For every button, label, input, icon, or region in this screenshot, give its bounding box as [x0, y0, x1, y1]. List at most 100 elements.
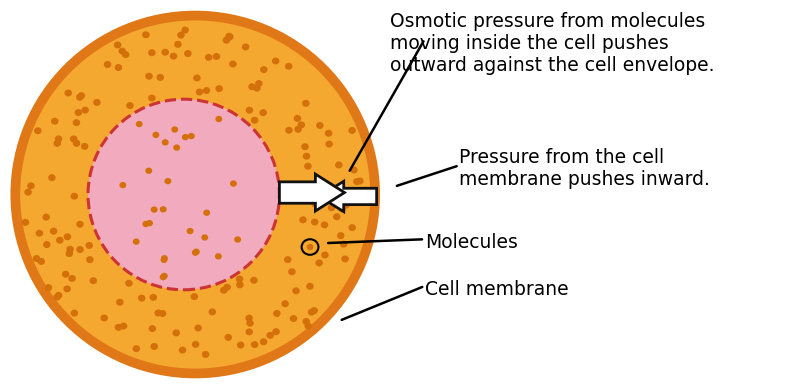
Ellipse shape	[15, 16, 375, 373]
Ellipse shape	[160, 311, 166, 316]
Ellipse shape	[197, 89, 202, 95]
Ellipse shape	[55, 136, 62, 142]
Ellipse shape	[254, 85, 260, 91]
Ellipse shape	[171, 53, 177, 59]
Ellipse shape	[126, 280, 132, 286]
Ellipse shape	[75, 110, 81, 116]
Text: Molecules: Molecules	[425, 233, 517, 252]
Ellipse shape	[155, 310, 161, 316]
Ellipse shape	[340, 241, 347, 247]
Ellipse shape	[352, 197, 359, 202]
Ellipse shape	[67, 247, 73, 252]
Ellipse shape	[81, 144, 88, 149]
Ellipse shape	[49, 175, 55, 180]
Ellipse shape	[143, 32, 149, 38]
Ellipse shape	[143, 221, 149, 226]
Ellipse shape	[71, 193, 77, 199]
Ellipse shape	[182, 27, 188, 33]
Ellipse shape	[185, 51, 191, 56]
Ellipse shape	[305, 323, 311, 329]
Ellipse shape	[138, 295, 145, 301]
Ellipse shape	[298, 122, 304, 128]
Ellipse shape	[90, 278, 96, 284]
Ellipse shape	[151, 343, 157, 349]
Ellipse shape	[162, 256, 167, 261]
Ellipse shape	[43, 242, 50, 247]
Ellipse shape	[243, 44, 249, 50]
Ellipse shape	[231, 181, 236, 186]
Ellipse shape	[307, 245, 313, 250]
Ellipse shape	[64, 234, 70, 240]
Ellipse shape	[43, 214, 49, 220]
Ellipse shape	[46, 285, 51, 291]
Ellipse shape	[216, 86, 222, 91]
Ellipse shape	[182, 135, 188, 140]
Ellipse shape	[161, 258, 167, 262]
Ellipse shape	[300, 217, 306, 223]
Ellipse shape	[294, 184, 300, 189]
Ellipse shape	[307, 284, 313, 289]
Ellipse shape	[64, 286, 70, 292]
Ellipse shape	[303, 319, 310, 324]
Ellipse shape	[316, 260, 322, 266]
Ellipse shape	[333, 214, 340, 219]
Ellipse shape	[165, 179, 171, 184]
Ellipse shape	[38, 259, 44, 264]
Ellipse shape	[115, 42, 121, 48]
FancyArrow shape	[319, 181, 377, 212]
Ellipse shape	[357, 178, 363, 184]
Ellipse shape	[336, 162, 342, 168]
Ellipse shape	[251, 117, 258, 123]
Ellipse shape	[57, 237, 63, 243]
Ellipse shape	[137, 122, 142, 126]
Ellipse shape	[247, 321, 253, 326]
Ellipse shape	[101, 315, 107, 321]
Ellipse shape	[308, 309, 314, 315]
Ellipse shape	[73, 140, 80, 146]
Text: Cell membrane: Cell membrane	[425, 280, 569, 299]
Ellipse shape	[149, 50, 155, 56]
Ellipse shape	[54, 294, 60, 300]
Ellipse shape	[150, 294, 156, 300]
Ellipse shape	[204, 210, 209, 215]
Ellipse shape	[175, 42, 181, 47]
Ellipse shape	[311, 308, 318, 314]
Ellipse shape	[305, 163, 311, 169]
Ellipse shape	[224, 284, 230, 290]
Ellipse shape	[322, 222, 328, 228]
Ellipse shape	[191, 294, 198, 300]
Ellipse shape	[87, 257, 93, 263]
Ellipse shape	[284, 257, 291, 263]
Ellipse shape	[286, 128, 292, 133]
Ellipse shape	[293, 288, 299, 294]
Ellipse shape	[274, 311, 280, 316]
Ellipse shape	[312, 202, 318, 207]
Ellipse shape	[326, 141, 333, 147]
Ellipse shape	[104, 62, 111, 67]
Ellipse shape	[246, 315, 252, 321]
Ellipse shape	[261, 67, 267, 72]
Ellipse shape	[119, 48, 126, 54]
Ellipse shape	[173, 330, 179, 336]
Ellipse shape	[273, 329, 279, 335]
Ellipse shape	[134, 239, 139, 244]
Ellipse shape	[149, 95, 155, 101]
Ellipse shape	[351, 167, 357, 173]
Ellipse shape	[237, 282, 243, 287]
Ellipse shape	[339, 203, 345, 209]
Ellipse shape	[295, 126, 301, 132]
Ellipse shape	[146, 168, 152, 173]
Ellipse shape	[153, 132, 159, 137]
Ellipse shape	[73, 120, 80, 126]
Ellipse shape	[226, 33, 232, 39]
Text: Osmotic pressure from molecules
moving inside the cell pushes
outward against th: Osmotic pressure from molecules moving i…	[390, 12, 715, 75]
Ellipse shape	[115, 65, 122, 70]
Ellipse shape	[77, 95, 83, 100]
Ellipse shape	[260, 110, 266, 116]
Ellipse shape	[187, 229, 193, 233]
Ellipse shape	[311, 219, 318, 225]
Ellipse shape	[94, 100, 100, 105]
Ellipse shape	[325, 130, 332, 136]
Ellipse shape	[28, 183, 34, 189]
Ellipse shape	[193, 342, 198, 347]
